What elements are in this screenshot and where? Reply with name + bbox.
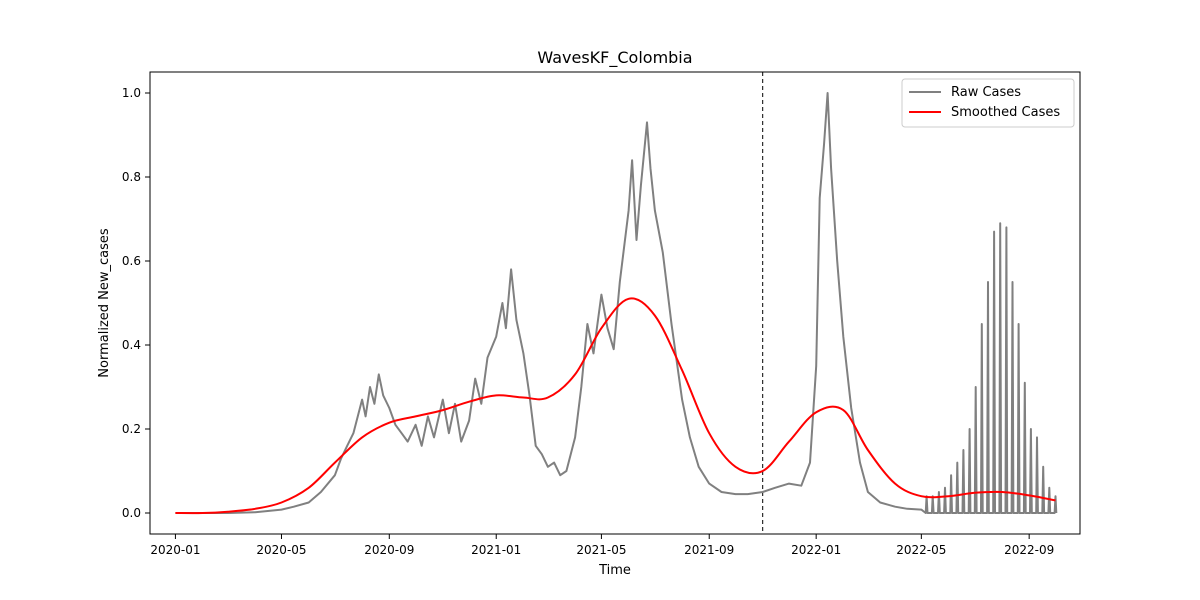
x-tick-label: 2021-05 [576,543,626,557]
series-line-raw-cases [175,92,1058,514]
chart-title: WavesKF_Colombia [537,48,692,68]
x-tick-label: 2022-05 [896,543,946,557]
y-tick-label: 0.6 [122,254,141,268]
x-tick-label: 2022-01 [791,543,841,557]
x-axis-label: Time [598,563,631,578]
axes: 2020-01 2020-05 2020-09 2021-01 2021-05 2021-… [122,86,1054,557]
plot-area [150,72,1080,534]
plot-background [150,72,1080,534]
x-tick-label: 2020-01 [150,543,200,557]
y-axis-label: Normalized New_cases [97,228,112,378]
x-tick-label: 2021-01 [471,543,521,557]
legend: Raw Cases Smoothed Cases [901,78,1075,128]
legend-frame [901,78,1075,128]
y-tick-label: 0.2 [122,422,141,436]
plot-frame [149,71,1081,535]
series-line-smoothed-cases [175,297,1056,515]
legend-label-raw: Raw Cases [951,85,1021,100]
x-tick-label: 2021-09 [684,543,734,557]
x-tick-label: 2020-05 [256,543,306,557]
y-tick-label: 0.0 [122,506,141,520]
legend-label-smoothed: Smoothed Cases [951,105,1060,120]
series [175,92,1058,515]
y-tick-label: 0.8 [122,170,141,184]
y-tick-label: 1.0 [122,86,141,100]
axes-frame [149,71,1081,535]
y-tick-label: 0.4 [122,338,141,352]
x-tick-label: 2022-09 [1004,543,1054,557]
x-tick-label: 2020-09 [364,543,414,557]
